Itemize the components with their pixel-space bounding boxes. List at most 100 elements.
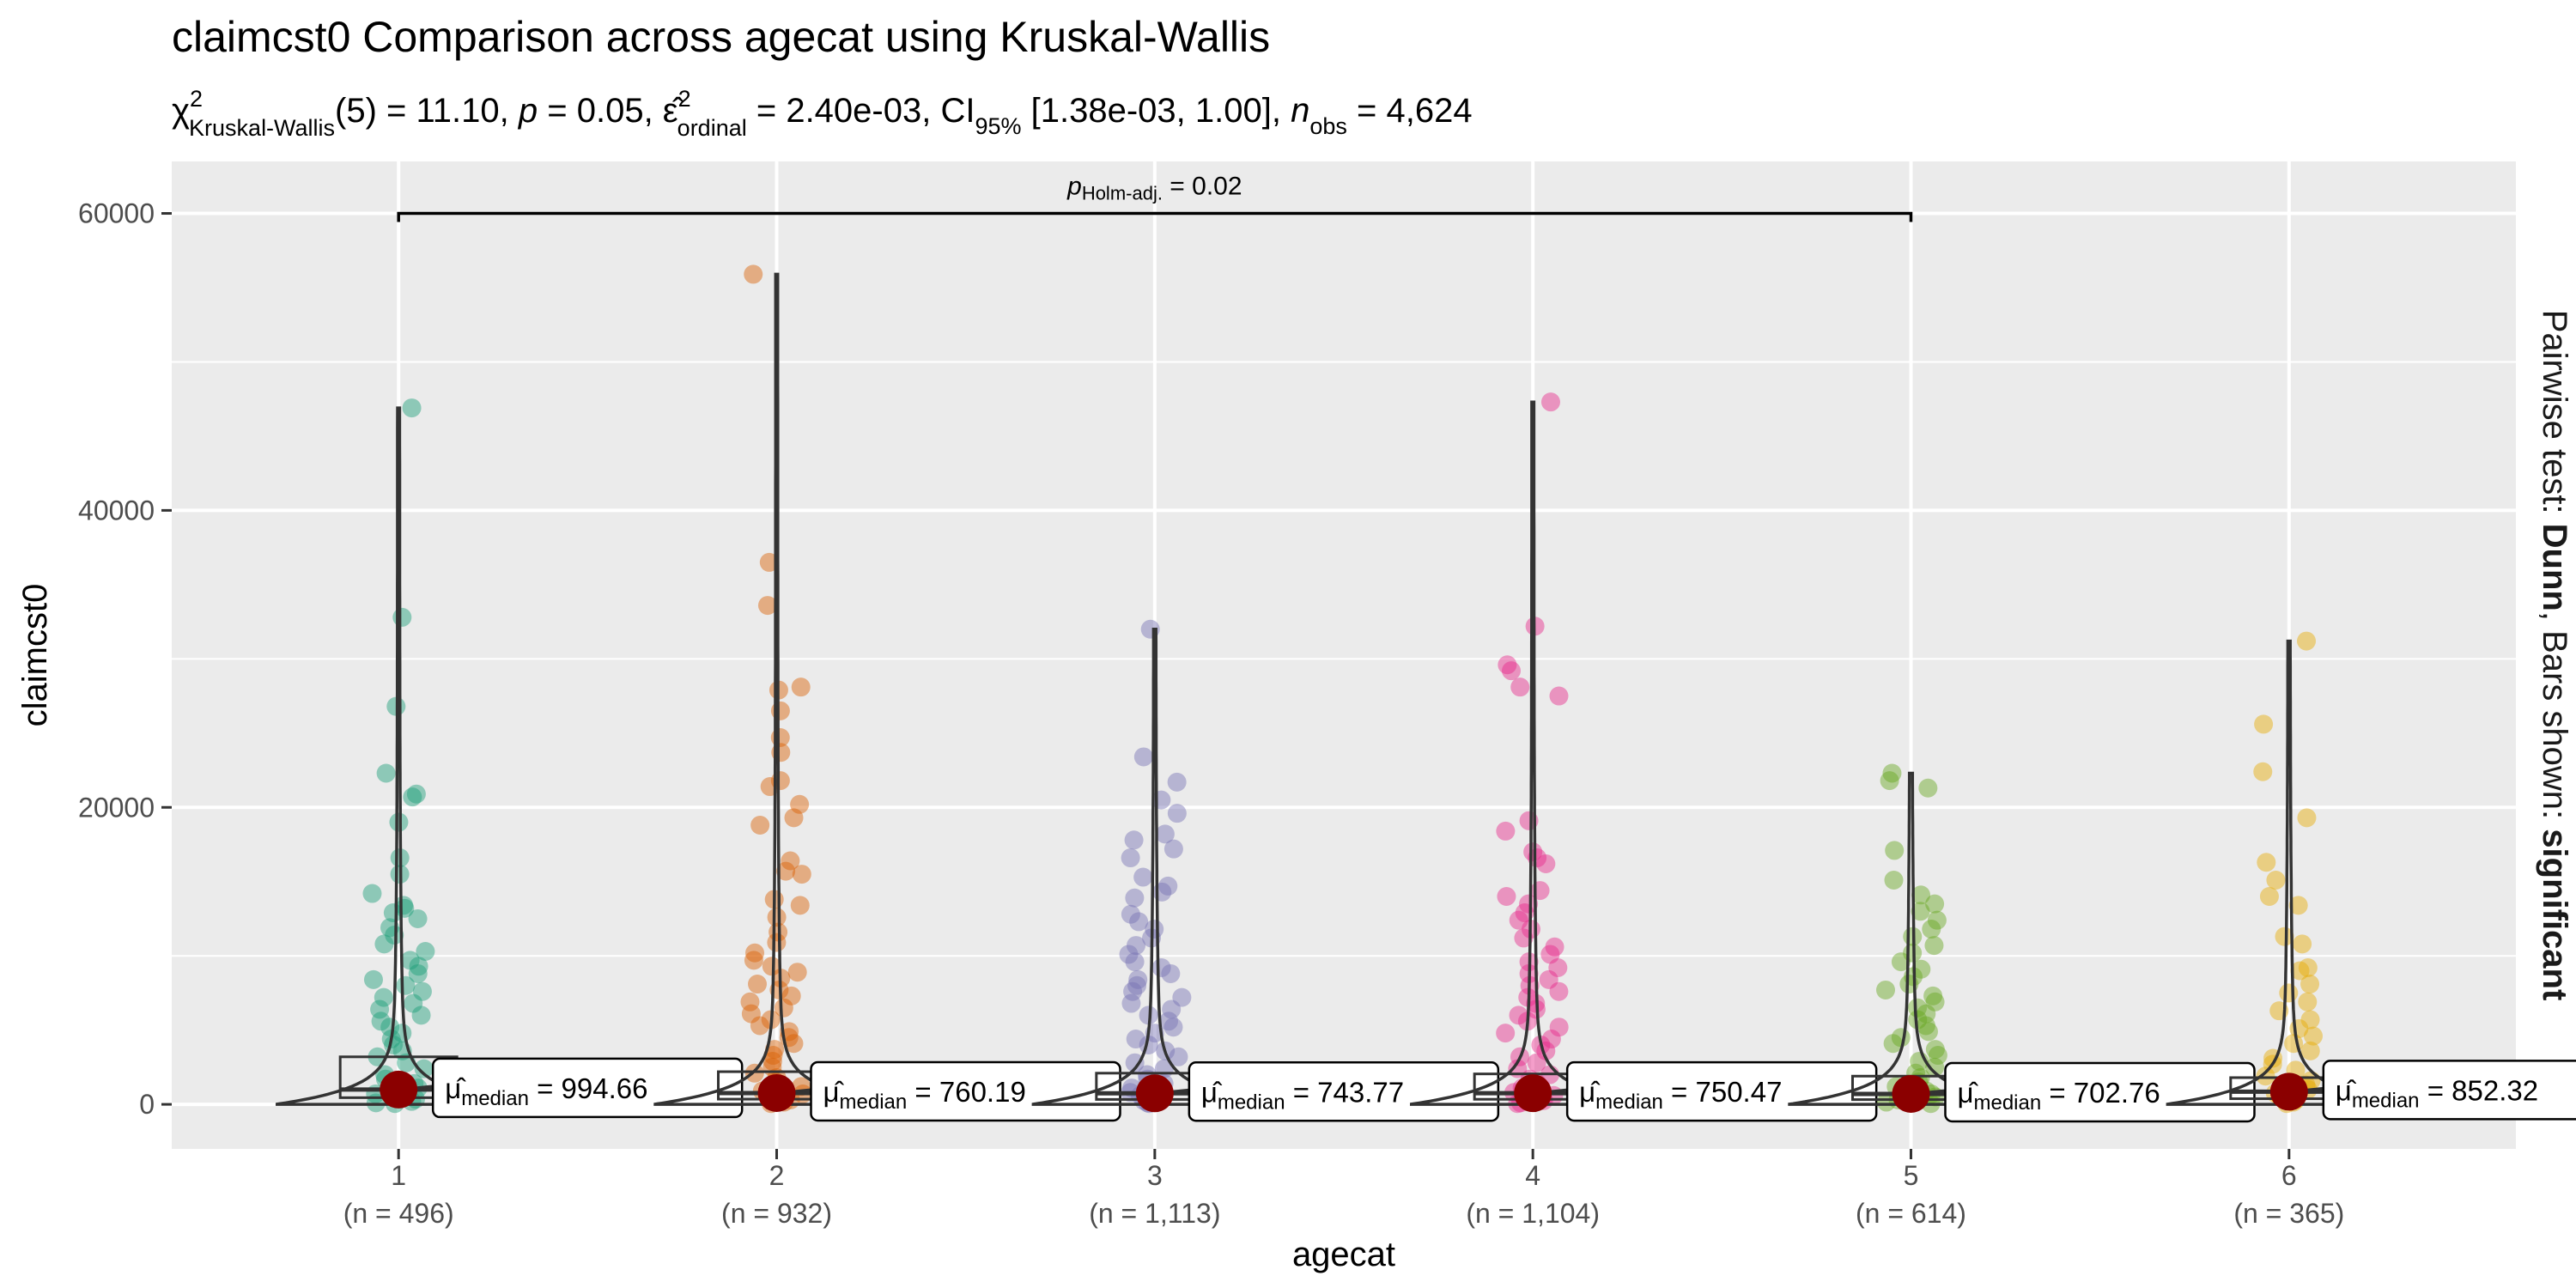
data-point (1526, 993, 1546, 1013)
median-dot (1892, 1074, 1930, 1113)
data-point (1133, 867, 1153, 887)
violin-outline (1031, 627, 1278, 1106)
violin-outline (653, 272, 900, 1106)
y-tick-label: 60000 (78, 198, 155, 229)
data-point (1121, 904, 1140, 924)
x-tick-label: 1 (391, 1160, 406, 1191)
data-point (1121, 993, 1141, 1013)
data-point (1496, 1024, 1516, 1043)
strip-middle: , Bars shown: (2536, 611, 2573, 829)
group-5: μ̂median = 702.76 (1788, 763, 2256, 1123)
data-point (1125, 952, 1145, 972)
data-point (774, 998, 793, 1018)
median-label: μ̂median = 750.47 (1579, 1076, 1782, 1114)
x-tick-count-label: (n = 932) (721, 1198, 832, 1229)
x-tick-label: 6 (2281, 1160, 2297, 1191)
data-point (776, 861, 796, 881)
data-point (740, 992, 760, 1012)
bracket-layer: pHolm-adj. = 0.02 (397, 173, 1913, 222)
data-point (1510, 677, 1530, 697)
x-tick-label: 3 (1147, 1160, 1163, 1191)
data-point (2257, 853, 2276, 872)
data-point (1924, 936, 1944, 956)
data-point (385, 925, 404, 945)
ci-part: [1.38e-03, 1.00], (1022, 92, 1291, 130)
data-point (2293, 934, 2312, 954)
data-point (1161, 963, 1181, 983)
violin-outline (276, 406, 522, 1106)
data-point (1908, 998, 1928, 1018)
data-point (1155, 824, 1175, 844)
y-tick-label: 0 (139, 1089, 155, 1120)
data-point (767, 933, 787, 952)
group-4: μ̂median = 750.47 (1410, 392, 1878, 1122)
x-tick-count-label: (n = 1,104) (1466, 1198, 1600, 1229)
data-point (411, 1005, 431, 1025)
data-point (741, 1004, 761, 1024)
y-tick-label: 40000 (78, 495, 155, 526)
data-point (1509, 1005, 1528, 1025)
data-point (2290, 961, 2310, 981)
data-point (757, 596, 777, 616)
strip-test: Dunn (2536, 524, 2573, 611)
data-point (1918, 778, 1938, 798)
eps-sup: 2 (678, 86, 691, 112)
data-point (1514, 928, 1534, 948)
data-point (1123, 981, 1143, 1001)
data-point (767, 908, 787, 927)
data-point (1539, 969, 1558, 989)
violin-outline (2166, 639, 2412, 1106)
data-point (1927, 910, 1947, 930)
data-point (362, 884, 382, 903)
data-point (2300, 1010, 2320, 1030)
data-point (2297, 631, 2317, 651)
data-point (1925, 992, 1945, 1012)
data-point (787, 963, 807, 982)
data-point (1119, 945, 1139, 964)
median-label: μ̂median = 852.32 (2336, 1074, 2538, 1112)
median-dot (380, 1070, 418, 1109)
data-point (1911, 902, 1930, 921)
eps-sub: ordinal (677, 115, 747, 141)
data-point (744, 951, 763, 970)
data-point (1121, 848, 1140, 868)
data-point (400, 951, 420, 970)
x-tick-label: 2 (769, 1160, 785, 1191)
n-part: = 4,624 (1347, 92, 1473, 130)
x-tick-count-label: (n = 496) (343, 1198, 454, 1229)
data-point (1880, 771, 1899, 791)
data-point (1497, 887, 1516, 907)
data-point (2298, 992, 2318, 1012)
median-dot (1135, 1074, 1174, 1113)
data-point (408, 908, 428, 928)
group-2: μ̂median = 760.19 (653, 264, 1121, 1122)
data-point (781, 986, 801, 1005)
data-point (1549, 1018, 1569, 1037)
data-point (791, 677, 811, 697)
x-axis-title: agecat (1292, 1236, 1395, 1273)
data-point (784, 1034, 804, 1054)
data-point (750, 816, 770, 835)
data-point (748, 975, 768, 994)
median-dot (1514, 1074, 1552, 1113)
data-point (1540, 945, 1560, 964)
pairwise-test-label: Pairwise test: Dunn, Bars shown: signifi… (2536, 310, 2573, 1001)
data-point (1163, 1018, 1183, 1037)
data-point (1498, 655, 1517, 675)
data-point (2298, 958, 2318, 978)
data-point (745, 943, 765, 963)
data-point (376, 763, 396, 783)
data-point (790, 896, 810, 915)
data-point (1152, 882, 1172, 902)
data-point (1545, 937, 1564, 957)
data-point (396, 975, 416, 995)
data-point (1548, 958, 1568, 978)
data-point (2300, 975, 2320, 994)
x-tick-label: 4 (1525, 1160, 1540, 1191)
data-point (2279, 983, 2299, 1003)
data-point (403, 787, 422, 807)
data-point (2256, 1066, 2275, 1086)
data-point (2259, 887, 2279, 907)
data-point (2300, 1041, 2320, 1060)
data-point (1124, 830, 1144, 850)
